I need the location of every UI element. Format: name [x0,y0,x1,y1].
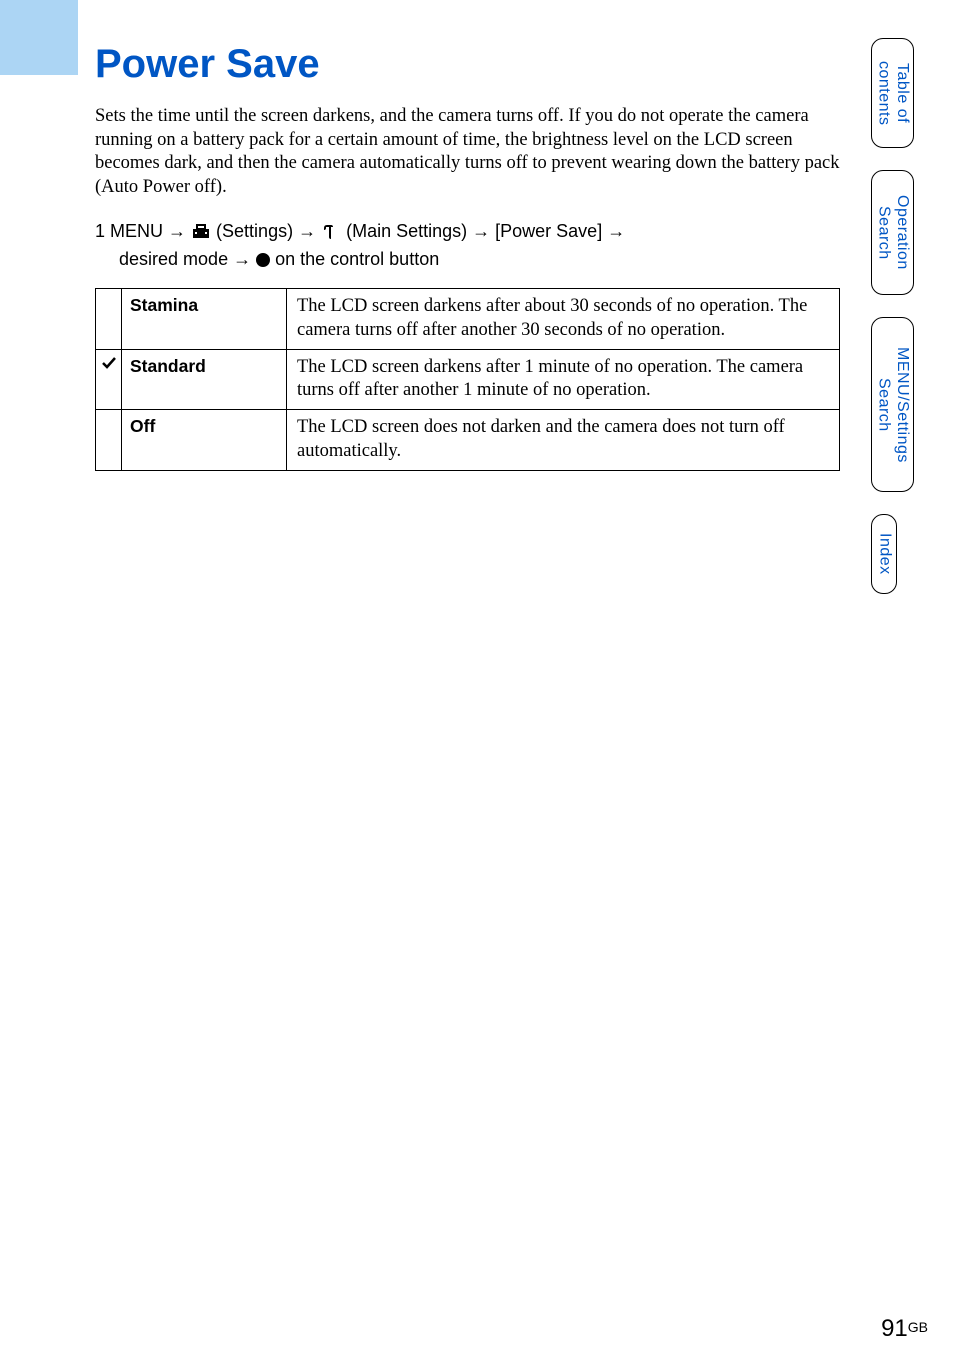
step-number: 1 [95,221,105,241]
tab-menu-settings-search[interactable]: MENU/Settings Search [871,317,914,492]
tab-table-of-contents[interactable]: Table of contents [871,38,914,148]
instr-settings: (Settings) [211,221,298,241]
option-name: Off [122,410,287,470]
option-name: Stamina [122,289,287,349]
instr-mode: mode [183,249,233,269]
table-row: Stamina The LCD screen darkens after abo… [96,289,840,349]
page-num-value: 91 [881,1315,908,1342]
option-name: Standard [122,349,287,409]
wrench-icon [321,223,341,239]
option-desc: The LCD screen does not darken and the c… [287,410,840,470]
tab-operation-search[interactable]: Operation Search [871,170,914,295]
intro-paragraph: Sets the time until the screen darkens, … [95,105,850,200]
center-button-icon [256,253,270,267]
check-cell [96,289,122,349]
tab-index[interactable]: Index [871,514,897,594]
instr-main-settings: (Main Settings) [341,221,472,241]
table-row: Off The LCD screen does not darken and t… [96,410,840,470]
instruction-step: 1 MENU → (Settings) → (Main Settings) → … [95,218,850,274]
table-row: Standard The LCD screen darkens after 1 … [96,349,840,409]
checkmark-icon [101,357,117,374]
page-region: GB [908,1319,928,1335]
arrow-icon: → [472,221,490,241]
check-cell [96,349,122,409]
header-color-band [0,0,78,75]
instr-control-button: on the control button [270,249,439,269]
instr-desired: desired [119,249,183,269]
options-table: Stamina The LCD screen darkens after abo… [95,288,840,470]
arrow-icon: → [168,221,186,241]
instr-menu: MENU [110,221,168,241]
page-title: Power Save [95,42,850,87]
page-number: 91GB [881,1315,928,1343]
check-cell [96,410,122,470]
toolbox-icon [191,223,211,239]
arrow-icon: → [298,221,316,241]
option-desc: The LCD screen darkens after about 30 se… [287,289,840,349]
instr-power-save: [Power Save] [490,221,607,241]
side-navigation-tabs: Table of contents Operation Search MENU/… [871,38,931,616]
main-content: Power Save Sets the time until the scree… [95,42,850,471]
option-desc: The LCD screen darkens after 1 minute of… [287,349,840,409]
arrow-icon: → [607,221,625,241]
arrow-icon: → [233,249,251,269]
